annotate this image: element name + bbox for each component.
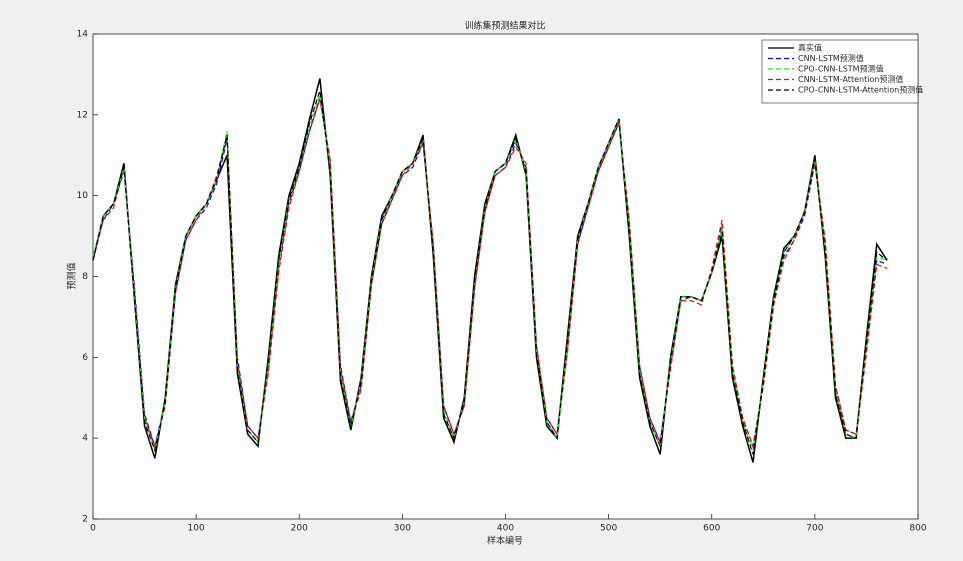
x-tick-label: 100 — [188, 524, 205, 534]
x-tick-label: 700 — [806, 524, 823, 534]
legend-label: CPO-CNN-LSTM预测值 — [798, 64, 884, 74]
legend-label: CPO-CNN-LSTM-Attention预测值 — [798, 85, 923, 95]
x-tick-label: 200 — [291, 524, 308, 534]
x-axis-label: 样本编号 — [487, 535, 523, 547]
series-line — [92, 94, 888, 453]
y-tick-label: 4 — [82, 434, 88, 444]
x-tick-label: 600 — [703, 524, 720, 534]
y-axis-label: 预测值 — [66, 262, 78, 289]
plot-area — [92, 33, 919, 520]
y-tick-label: 8 — [82, 272, 88, 282]
x-tick-label: 800 — [909, 524, 926, 534]
legend-box — [761, 39, 919, 104]
legend-label: CNN-LSTM预测值 — [798, 53, 864, 63]
chart-title: 训练集预测结果对比 — [464, 20, 545, 32]
x-tick-label: 500 — [600, 524, 617, 534]
x-tick-label: 0 — [90, 524, 96, 534]
series-line — [92, 90, 888, 455]
legend-label: CNN-LSTM-Attention预测值 — [798, 74, 903, 84]
y-tick-label: 12 — [77, 110, 88, 120]
legend-label: 真实值 — [798, 43, 822, 53]
y-tick-label: 2 — [82, 515, 88, 525]
x-tick-label: 400 — [497, 524, 514, 534]
y-tick-label: 14 — [77, 30, 89, 40]
y-tick-label: 6 — [82, 353, 88, 363]
y-tick-label: 10 — [77, 191, 89, 201]
x-tick-label: 300 — [394, 524, 411, 534]
